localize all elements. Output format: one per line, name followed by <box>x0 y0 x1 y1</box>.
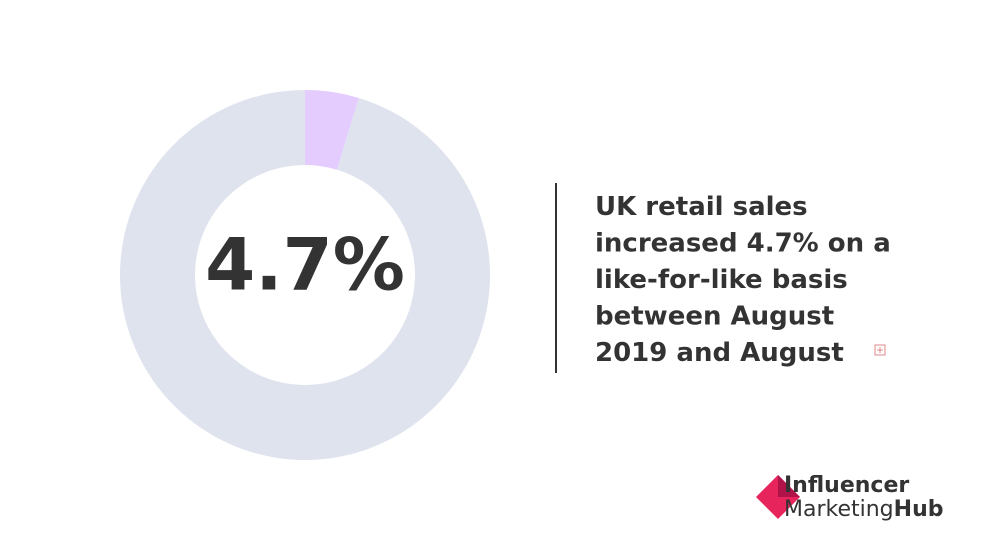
logo: Influencer MarketingHub <box>756 473 943 522</box>
expand-icon <box>874 344 886 356</box>
logo-mark-shade <box>778 475 800 497</box>
logo-text: MarketingHub <box>784 497 943 522</box>
donut-slice <box>305 90 359 170</box>
donut <box>120 90 491 460</box>
logo-text: Marketing <box>784 497 894 522</box>
logo-text: Influencer <box>784 473 909 498</box>
annotation-line: 2019 and August <box>595 338 844 368</box>
annotation-line: between August <box>595 302 834 332</box>
donut-slice <box>120 90 491 460</box>
center-label: 4.7% <box>205 223 405 307</box>
annotation-line: like-for-like basis <box>595 265 848 295</box>
annotation: UK retail sales increased 4.7% on a like-f… <box>595 192 891 368</box>
annotation-line: UK retail sales <box>595 192 808 222</box>
annotation-line: increased 4.7% on a <box>595 229 891 259</box>
logo-text: Hub <box>894 497 944 522</box>
